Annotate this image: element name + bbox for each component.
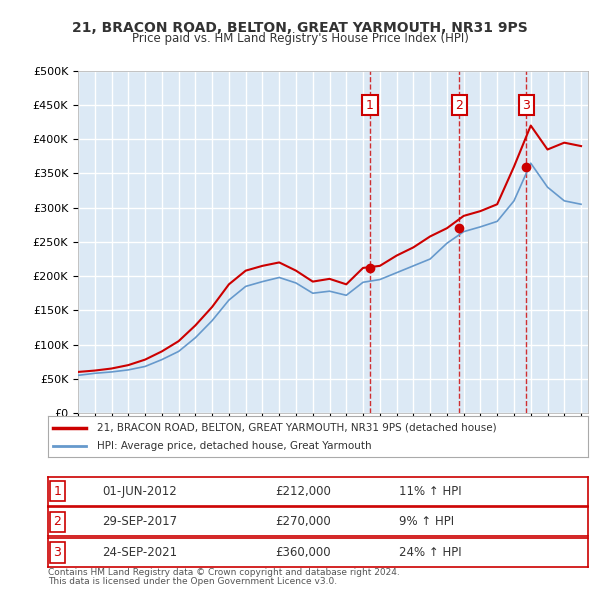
Text: 9% ↑ HPI: 9% ↑ HPI bbox=[399, 515, 454, 529]
Text: 21, BRACON ROAD, BELTON, GREAT YARMOUTH, NR31 9PS (detached house): 21, BRACON ROAD, BELTON, GREAT YARMOUTH,… bbox=[97, 422, 496, 432]
Text: 2: 2 bbox=[53, 515, 61, 529]
Text: HPI: Average price, detached house, Great Yarmouth: HPI: Average price, detached house, Grea… bbox=[97, 441, 371, 451]
Text: 11% ↑ HPI: 11% ↑ HPI bbox=[399, 484, 461, 498]
Text: 29-SEP-2017: 29-SEP-2017 bbox=[102, 515, 177, 529]
Text: 2: 2 bbox=[455, 99, 463, 112]
Text: 1: 1 bbox=[366, 99, 374, 112]
Text: 24-SEP-2021: 24-SEP-2021 bbox=[102, 546, 177, 559]
Text: 21, BRACON ROAD, BELTON, GREAT YARMOUTH, NR31 9PS: 21, BRACON ROAD, BELTON, GREAT YARMOUTH,… bbox=[72, 21, 528, 35]
Text: 01-JUN-2012: 01-JUN-2012 bbox=[102, 484, 177, 498]
Text: 1: 1 bbox=[53, 484, 61, 498]
Text: This data is licensed under the Open Government Licence v3.0.: This data is licensed under the Open Gov… bbox=[48, 577, 337, 586]
Text: £360,000: £360,000 bbox=[275, 546, 331, 559]
Text: Contains HM Land Registry data © Crown copyright and database right 2024.: Contains HM Land Registry data © Crown c… bbox=[48, 568, 400, 577]
Text: 3: 3 bbox=[522, 99, 530, 112]
Text: Price paid vs. HM Land Registry's House Price Index (HPI): Price paid vs. HM Land Registry's House … bbox=[131, 32, 469, 45]
Text: £270,000: £270,000 bbox=[275, 515, 331, 529]
Text: 24% ↑ HPI: 24% ↑ HPI bbox=[399, 546, 461, 559]
Text: £212,000: £212,000 bbox=[275, 484, 331, 498]
Text: 3: 3 bbox=[53, 546, 61, 559]
